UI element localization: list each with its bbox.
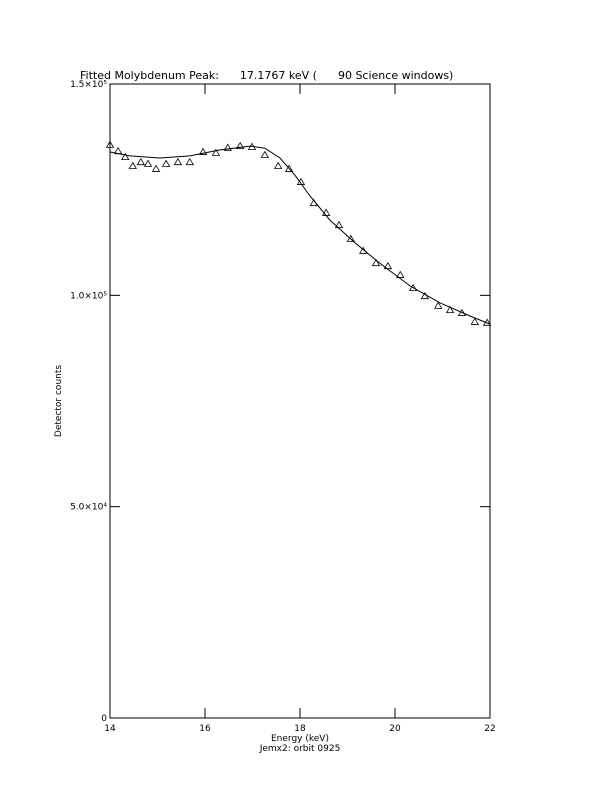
data-point — [151, 164, 161, 172]
data-point — [371, 258, 381, 267]
data-point — [334, 220, 344, 229]
data-point — [173, 157, 183, 166]
data-point — [211, 148, 221, 156]
y-tick-label: 1.5×10⁵ — [70, 80, 107, 90]
x-tick-label: 16 — [199, 724, 211, 734]
data-point — [161, 159, 171, 167]
chart-title: Fitted Molybdenum Peak: 17.1767 keV ( 90… — [80, 69, 453, 82]
data-point — [136, 157, 146, 166]
data-point — [284, 164, 294, 172]
data-point — [396, 270, 405, 278]
data-point — [457, 308, 467, 316]
data-point — [121, 152, 130, 161]
data-point — [408, 283, 418, 292]
x-tick-label: 22 — [484, 724, 495, 734]
x-axis-label: Energy (keV) — [271, 734, 329, 744]
data-point — [128, 161, 137, 169]
data-point — [358, 246, 368, 254]
data-point — [235, 141, 245, 150]
data-point — [445, 305, 455, 314]
data-point — [185, 157, 194, 166]
x-tick-label: 20 — [389, 724, 401, 734]
data-point — [346, 234, 356, 243]
data-point — [143, 159, 153, 167]
x-tick-label: 14 — [104, 724, 116, 734]
y-tick-label: 0 — [101, 714, 107, 724]
y-axis-label: Detector counts — [54, 365, 64, 437]
data-point — [273, 161, 283, 169]
data-point — [105, 140, 115, 148]
data-point — [198, 147, 208, 155]
plot-frame — [109, 83, 491, 719]
fit-line — [109, 145, 491, 325]
subtitle: Jemx2: orbit 0925 — [259, 744, 341, 754]
data-point — [260, 150, 270, 158]
data-point — [470, 317, 479, 325]
y-tick-label: 5.0×10⁴ — [70, 503, 107, 513]
data-point — [223, 143, 232, 151]
data-point — [434, 301, 443, 309]
x-tick-label: 18 — [294, 724, 306, 734]
y-tick-label: 1.0×10⁵ — [70, 291, 107, 301]
